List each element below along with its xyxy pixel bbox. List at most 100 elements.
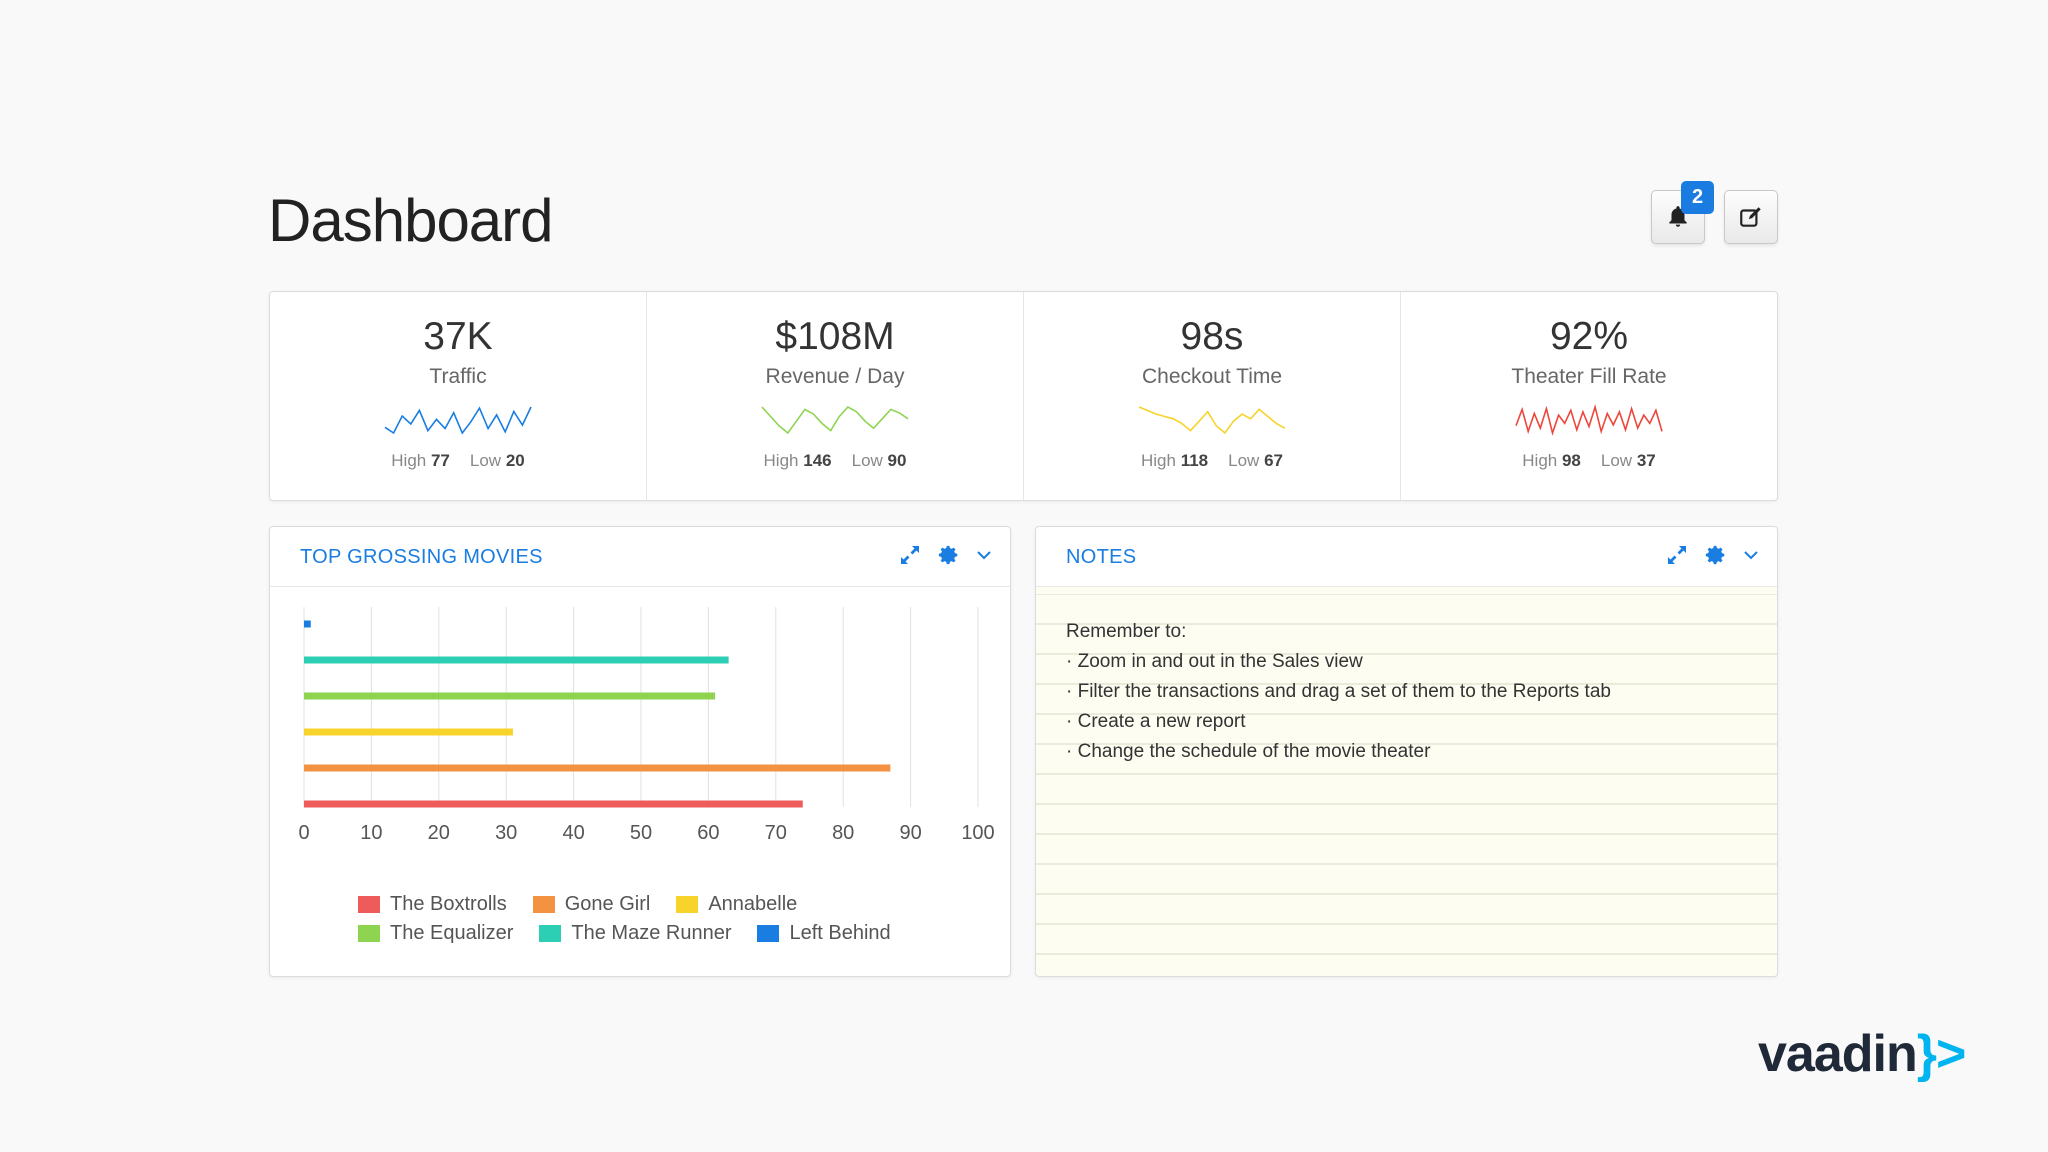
stat-card: 98s Checkout Time High 118 Low 67 [1024,292,1401,500]
x-tick-label: 90 [899,822,921,844]
legend-swatch [358,896,380,913]
low-value: 90 [887,451,907,470]
logo-text: vaadin [1758,1025,1918,1083]
legend-label: The Maze Runner [571,922,732,944]
sparkline-path [1138,406,1286,435]
high-label: High [763,451,799,470]
sparkline [1515,404,1663,436]
x-tick-label: 100 [961,822,994,844]
gear-icon[interactable] [938,544,960,566]
stat-label: Theater Fill Rate [1511,365,1667,388]
stat-value: 92% [1549,315,1629,358]
sparkline-path [384,406,532,435]
x-tick-label: 0 [298,822,309,844]
sparkline [1138,406,1286,435]
legend-item[interactable]: Left Behind [757,922,891,945]
chart-legend: The Boxtrolls Gone Girl Annabelle The Equal… [358,890,917,948]
stats-bar: 37K Traffic High 77 Low 20 $108M Revenue / Da… [269,291,1778,501]
legend-item[interactable]: Annabelle [676,893,797,916]
high-label: High [1522,451,1558,470]
legend-label: The Equalizer [390,922,514,944]
x-tick-label: 70 [765,822,787,844]
maximize-icon[interactable] [1665,543,1689,567]
x-tick-label: 40 [562,822,584,844]
stat-value: 37K [423,315,493,358]
page-title: Dashboard [268,187,554,254]
note-line: · Change the schedule of the movie theat… [1066,741,1431,762]
low-label: Low [469,451,502,470]
x-tick-label: 20 [428,822,450,844]
high-value: 146 [803,451,832,470]
stat-label: Traffic [429,365,487,388]
legend-label: Left Behind [789,922,891,944]
low-label: Low [851,451,883,470]
stat-high-low: High 146 Low 90 [647,451,1023,471]
bar[interactable] [304,800,803,808]
vaadin-logo: vaadin}> [1758,1024,1967,1084]
legend-label: Gone Girl [564,893,651,915]
low-label: Low [1600,451,1633,470]
stat-high-low: High 98 Low 37 [1401,451,1777,471]
legend-label: Annabelle [708,893,798,915]
high-value: 118 [1180,451,1209,470]
bar[interactable] [304,692,716,700]
notification-count-badge: 2 [1681,181,1714,214]
sparkline-path [1515,404,1663,436]
stat-card: 92% Theater Fill Rate High 98 Low 37 [1401,292,1777,500]
edit-dashboard-button[interactable] [1724,190,1778,244]
sparkline-path [761,405,909,435]
high-value: 77 [430,451,450,470]
gear-icon[interactable] [1705,544,1727,566]
x-tick-label: 50 [630,822,652,844]
stat-label: Checkout Time [1141,365,1283,388]
low-value: 37 [1636,451,1656,470]
panel-title: TOP GROSSING MOVIES [300,546,543,568]
x-tick-label: 60 [697,822,719,844]
legend-item[interactable]: The Boxtrolls [358,893,507,916]
bar[interactable] [304,728,513,736]
high-label: High [391,451,427,470]
stat-high-low: High 77 Low 20 [270,451,646,471]
bar-chart: 0 10 20 30 40 50 60 70 80 90 100 [298,607,995,844]
legend-item[interactable]: The Maze Runner [539,922,731,945]
chevron-down-icon[interactable] [1743,547,1759,563]
panel-header: NOTES [1036,527,1777,587]
note-line: · Zoom in and out in the Sales view [1066,651,1363,672]
note-line: · Filter the transactions and drag a set… [1066,681,1611,702]
logo-bracket: }> [1916,1025,1967,1083]
legend-swatch [676,896,699,913]
chevron-down-icon[interactable] [976,547,992,563]
note-line: · Create a new report [1066,711,1246,732]
legend-swatch [539,925,562,942]
stat-card: $108M Revenue / Day High 146 Low 90 [647,292,1024,500]
legend-swatch [757,925,780,942]
low-label: Low [1228,451,1260,470]
legend-label: The Boxtrolls [390,893,507,915]
panel-header: TOP GROSSING MOVIES [270,527,1010,587]
legend-swatch [358,925,380,942]
x-tick-label: 80 [832,822,854,844]
high-value: 98 [1561,451,1581,470]
bar[interactable] [304,764,891,772]
legend-item[interactable]: Gone Girl [532,893,651,916]
x-tick-label: 30 [495,822,517,844]
sparkline [384,406,532,435]
bar[interactable] [304,656,729,664]
panel-title: NOTES [1066,546,1137,568]
sparkline [761,405,909,435]
notes-panel: NOTES Remember to: · Zoom in and out in t… [1035,526,1778,977]
bar[interactable] [304,620,311,628]
stat-value: $108M [775,315,895,358]
legend-item[interactable]: The Equalizer [358,922,513,945]
high-label: High [1141,451,1176,470]
stat-card: 37K Traffic High 77 Low 20 [270,292,647,500]
maximize-icon[interactable] [898,543,922,567]
low-value: 20 [505,451,525,470]
stat-label: Revenue / Day [765,365,905,388]
edit-icon [1740,207,1761,227]
x-tick-label: 10 [360,822,382,844]
stat-value: 98s [1180,315,1244,358]
legend-swatch [532,896,555,913]
top-grossing-movies-panel: TOP GROSSING MOVIES 0 10 20 30 40 50 60 70 80 90 1… [269,526,1011,977]
notes-textarea[interactable]: Remember to: · Zoom in and out in the Sal… [1036,587,1777,976]
